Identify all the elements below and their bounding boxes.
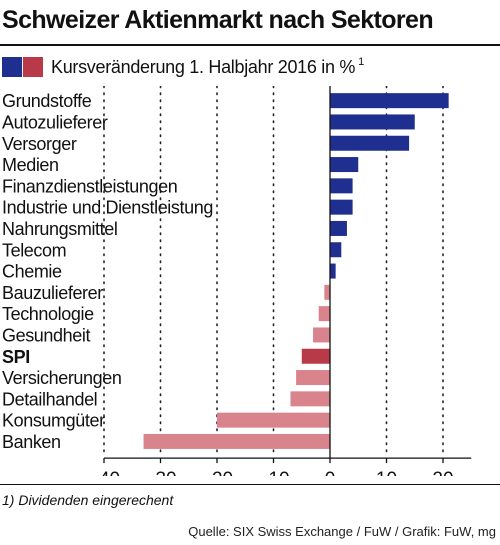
- bar: [330, 135, 410, 151]
- category-label: Banken: [2, 432, 61, 452]
- bar: [330, 157, 359, 173]
- bar: [330, 199, 353, 215]
- bar: [330, 114, 415, 130]
- bar: [318, 306, 330, 322]
- x-tick-label: 0: [325, 469, 336, 476]
- bar: [143, 433, 330, 449]
- category-label: Finanzdienstleistungen: [2, 176, 177, 196]
- category-label: Grundstoffe: [2, 91, 92, 111]
- legend-swatch-negative: [23, 57, 43, 77]
- x-tick-label: −10: [257, 469, 289, 476]
- category-label: SPI: [2, 347, 30, 367]
- legend-swatch-positive: [2, 57, 22, 77]
- category-label: Versicherungen: [2, 368, 122, 388]
- x-tick-label: −20: [201, 469, 233, 476]
- category-label: Medien: [2, 155, 59, 175]
- x-tick-label: 20: [432, 469, 453, 476]
- category-label: Nahrungsmittel: [2, 219, 117, 239]
- category-label: Autozulieferer: [2, 112, 108, 132]
- legend: Kursveränderung 1. Halbjahr 2016 in % 1: [2, 55, 364, 79]
- legend-footnote-marker: 1: [358, 56, 364, 68]
- category-label: Konsumgüter: [2, 411, 105, 431]
- footnote: 1) Dividenden eingerechent: [2, 492, 174, 508]
- legend-label: Kursveränderung 1. Halbjahr 2016 in % 1: [51, 56, 364, 78]
- footer-divider: [0, 484, 500, 485]
- category-label: Bauzulieferer: [2, 283, 103, 303]
- legend-label-text: Kursveränderung 1. Halbjahr 2016 in %: [51, 57, 356, 77]
- bar: [290, 391, 330, 407]
- bar: [217, 412, 330, 428]
- chart-title: Schweizer Aktienmarkt nach Sektoren: [2, 6, 434, 34]
- x-tick-label: −40: [88, 469, 120, 476]
- category-label: Detailhandel: [2, 389, 97, 409]
- source-credit: Quelle: SIX Swiss Exchange / FuW / Grafi…: [188, 524, 496, 539]
- bar: [301, 348, 330, 364]
- bar: [330, 242, 342, 258]
- bar: [296, 370, 330, 386]
- x-tick-label: −30: [144, 469, 176, 476]
- category-label: Telecom: [2, 240, 66, 260]
- category-label: Versorger: [2, 134, 77, 154]
- x-tick-label: 10: [376, 469, 397, 476]
- category-label: Industrie und Dienstleistung: [2, 198, 213, 218]
- category-label: Chemie: [2, 262, 62, 282]
- category-label: Gesundheit: [2, 325, 90, 345]
- bar: [313, 327, 330, 343]
- bar: [330, 220, 347, 236]
- title-divider: [0, 44, 500, 46]
- bar: [330, 178, 353, 194]
- bar: [330, 93, 449, 109]
- bar-chart: GrundstoffeAutozuliefererVersorgerMedien…: [2, 86, 472, 476]
- bar: [324, 284, 330, 300]
- bar: [330, 263, 336, 279]
- category-label: Technologie: [2, 304, 94, 324]
